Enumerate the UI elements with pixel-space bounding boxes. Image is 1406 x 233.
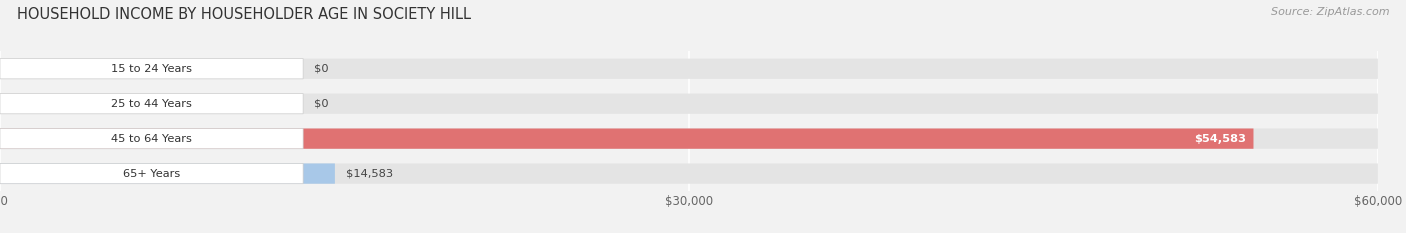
FancyBboxPatch shape xyxy=(0,164,304,184)
Text: $0: $0 xyxy=(314,99,329,109)
Text: 45 to 64 Years: 45 to 64 Years xyxy=(111,134,193,144)
FancyBboxPatch shape xyxy=(0,164,1378,184)
FancyBboxPatch shape xyxy=(0,129,304,149)
FancyBboxPatch shape xyxy=(0,59,1378,79)
Text: Source: ZipAtlas.com: Source: ZipAtlas.com xyxy=(1271,7,1389,17)
FancyBboxPatch shape xyxy=(0,164,335,184)
FancyBboxPatch shape xyxy=(0,129,1254,149)
FancyBboxPatch shape xyxy=(0,59,304,79)
Text: $0: $0 xyxy=(314,64,329,74)
FancyBboxPatch shape xyxy=(0,129,1378,149)
Text: 15 to 24 Years: 15 to 24 Years xyxy=(111,64,193,74)
Text: 65+ Years: 65+ Years xyxy=(122,169,180,178)
Text: $14,583: $14,583 xyxy=(346,169,394,178)
FancyBboxPatch shape xyxy=(0,93,1378,114)
Text: $54,583: $54,583 xyxy=(1195,134,1247,144)
FancyBboxPatch shape xyxy=(0,93,304,114)
Text: 25 to 44 Years: 25 to 44 Years xyxy=(111,99,193,109)
Text: HOUSEHOLD INCOME BY HOUSEHOLDER AGE IN SOCIETY HILL: HOUSEHOLD INCOME BY HOUSEHOLDER AGE IN S… xyxy=(17,7,471,22)
